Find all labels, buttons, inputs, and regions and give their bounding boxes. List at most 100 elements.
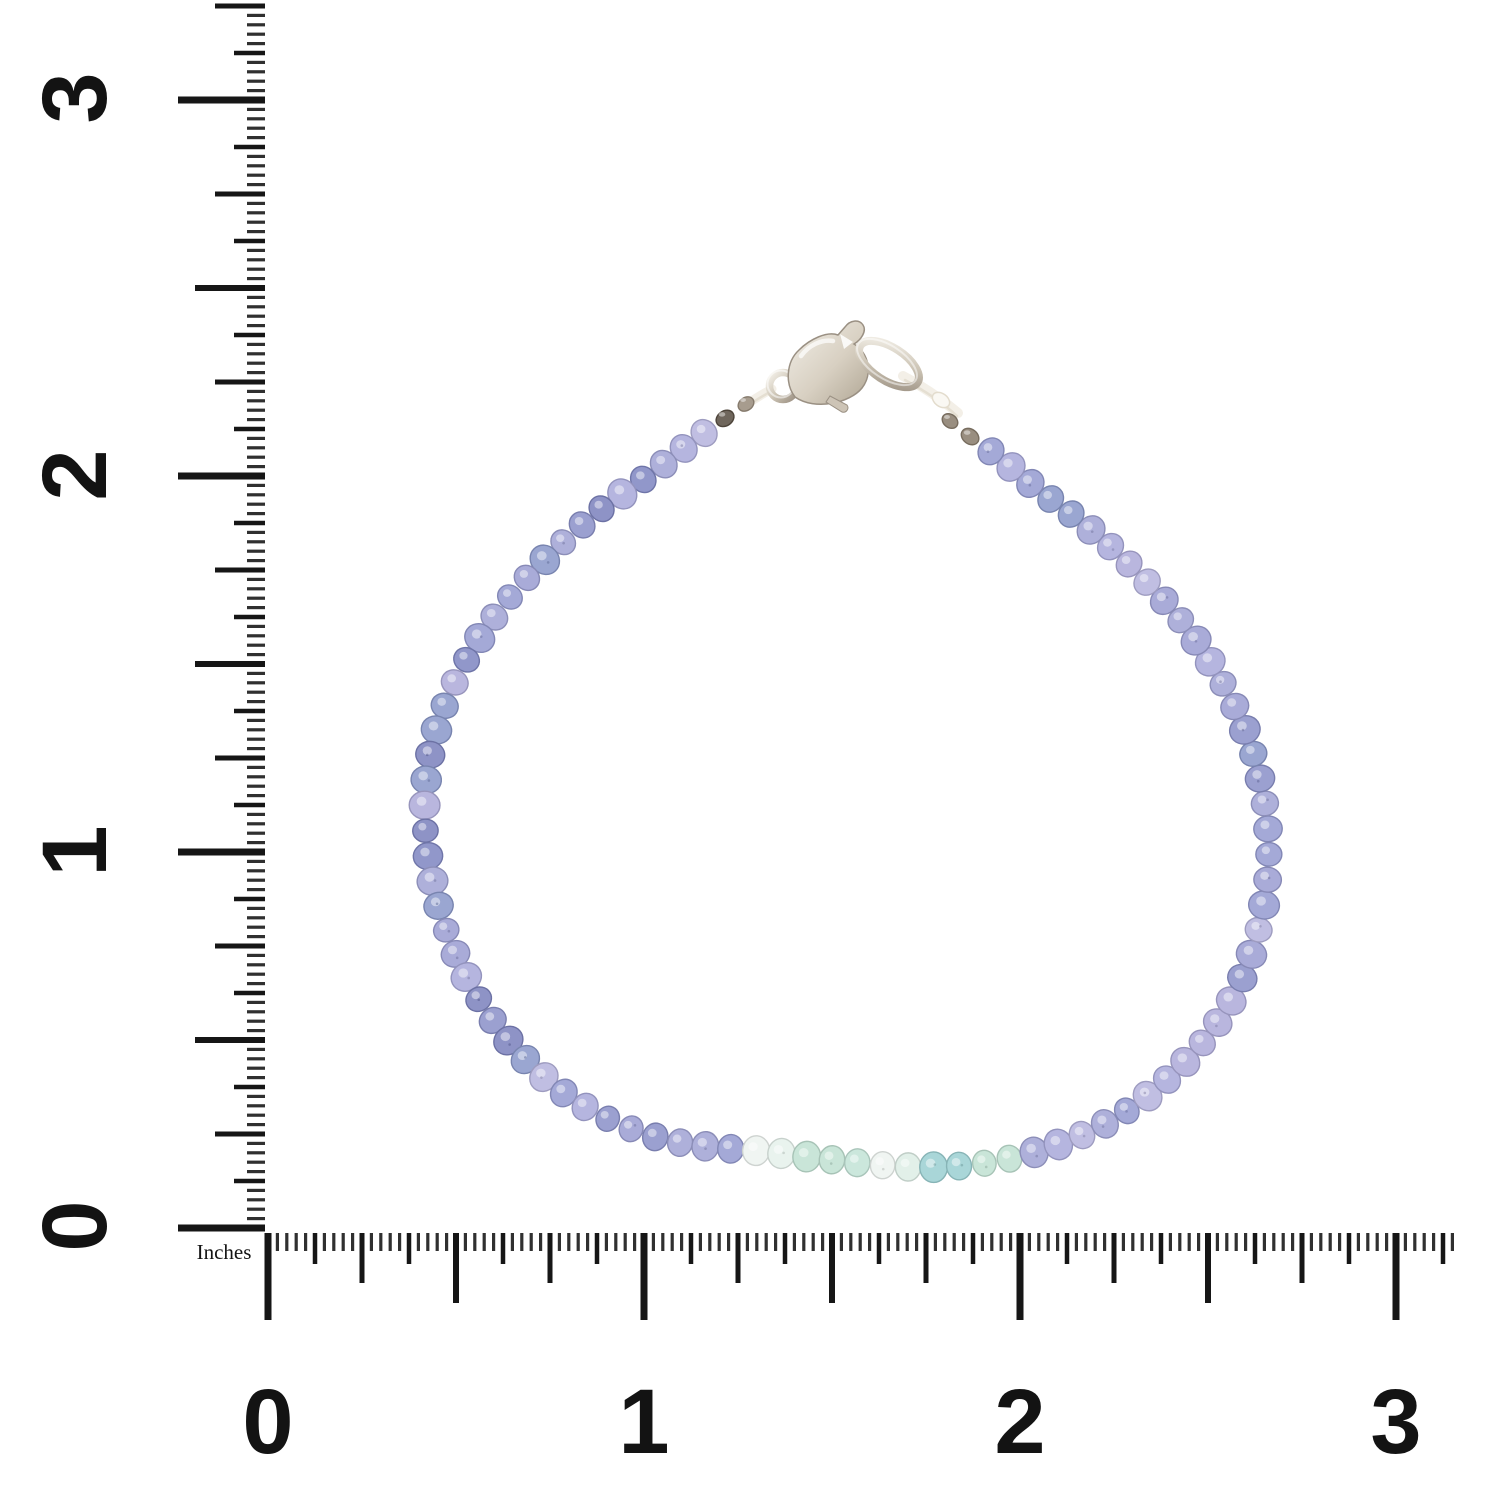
bead-highlight	[422, 746, 432, 755]
v-ruler-tick	[247, 953, 265, 957]
bead-highlight	[1256, 896, 1266, 906]
h-ruler-tick	[539, 1233, 543, 1251]
v-ruler-tick	[247, 1170, 265, 1174]
bead-highlight	[459, 651, 468, 660]
bead-highlight	[485, 1012, 495, 1021]
v-ruler-tick	[247, 747, 265, 751]
h-ruler-tick	[1356, 1233, 1360, 1251]
h-ruler-tick	[1215, 1233, 1219, 1251]
v-ruler-number-3: 3	[23, 72, 126, 124]
bead-highlight	[418, 822, 427, 831]
h-ruler-tick	[1413, 1233, 1417, 1251]
v-ruler-tick	[247, 183, 265, 187]
h-ruler-tick	[312, 1233, 318, 1264]
v-ruler-tick	[247, 643, 265, 647]
bead-highlight	[983, 443, 993, 452]
bead-speckle	[1090, 530, 1094, 533]
h-ruler-tick	[1197, 1233, 1201, 1251]
bead-highlight	[1043, 490, 1052, 500]
h-ruler-tick	[1262, 1233, 1266, 1251]
bead-highlight	[718, 412, 726, 417]
bead-highlight	[556, 1084, 566, 1094]
bead-highlight	[1026, 1143, 1036, 1153]
h-ruler-tick	[379, 1233, 383, 1251]
h-ruler-tick	[1140, 1233, 1144, 1251]
v-ruler-tick	[195, 285, 265, 291]
v-ruler-tick	[215, 567, 265, 573]
bead-highlight	[1002, 1150, 1011, 1159]
v-ruler-tick	[247, 963, 265, 967]
bead-highlight	[1063, 506, 1073, 515]
h-ruler-tick	[980, 1233, 984, 1251]
bead-highlight	[536, 1068, 546, 1078]
horizontal-ruler-ticks	[264, 1233, 1454, 1320]
h-ruler-number-3: 3	[1370, 1370, 1422, 1473]
h-ruler-tick	[1064, 1233, 1070, 1264]
v-ruler-tick	[234, 802, 265, 808]
v-ruler-tick	[247, 201, 265, 205]
v-ruler-tick	[247, 982, 265, 986]
seed-bead	[960, 427, 980, 446]
h-ruler-tick	[1450, 1233, 1454, 1251]
v-ruler-tick	[247, 23, 265, 27]
v-ruler-tick	[247, 812, 265, 816]
bead-speckle	[455, 956, 459, 960]
h-ruler-tick	[1103, 1233, 1107, 1251]
bead-highlight	[647, 1128, 657, 1138]
tanzanite-bead	[440, 669, 469, 696]
h-ruler-tick	[952, 1233, 956, 1251]
v-ruler-tick	[247, 89, 265, 93]
bead-speckle	[523, 1056, 527, 1059]
bead-highlight	[447, 945, 458, 955]
tanzanite-bead	[666, 1128, 694, 1158]
bead-highlight	[428, 721, 439, 731]
bead-highlight	[416, 796, 427, 806]
v-ruler-tick	[247, 765, 265, 769]
bead-highlight	[740, 398, 746, 402]
v-ruler-tick	[247, 869, 265, 873]
bead-speckle	[546, 561, 550, 564]
v-ruler-tick	[234, 238, 265, 244]
bead-highlight	[696, 424, 706, 434]
tanzanite-bead	[496, 584, 523, 610]
h-ruler-tick	[735, 1233, 741, 1283]
h-ruler-tick	[529, 1233, 533, 1251]
v-ruler-tick	[247, 1066, 265, 1070]
v-ruler-tick	[247, 136, 265, 140]
v-ruler-tick	[247, 794, 265, 798]
h-ruler-tick	[1403, 1233, 1407, 1251]
h-ruler-tick	[388, 1233, 392, 1251]
v-ruler-tick	[215, 3, 265, 9]
h-ruler-tick	[445, 1233, 449, 1251]
h-ruler-tick	[453, 1233, 459, 1303]
v-ruler-tick	[247, 418, 265, 422]
tanzanite-bead	[568, 511, 596, 539]
h-ruler-tick	[849, 1233, 853, 1251]
seed-bead	[737, 396, 755, 412]
h-ruler-tick	[1281, 1233, 1285, 1251]
h-ruler-tick	[727, 1233, 731, 1251]
bead-speckle	[680, 444, 684, 447]
h-ruler-tick	[1346, 1233, 1352, 1264]
h-ruler-tick	[1309, 1233, 1313, 1251]
bead-speckle	[1111, 548, 1115, 551]
h-ruler-tick	[1432, 1233, 1436, 1251]
bead-highlight	[672, 1134, 682, 1143]
v-ruler-tick	[215, 755, 265, 761]
bead-strand	[408, 396, 1283, 1184]
bead-highlight	[447, 674, 457, 683]
bead-highlight	[1003, 458, 1013, 468]
bead-highlight	[1261, 846, 1270, 855]
bead-highlight	[517, 1051, 528, 1061]
h-ruler-tick	[670, 1233, 674, 1251]
h-ruler-tick	[1168, 1233, 1172, 1251]
v-ruler-tick	[247, 775, 265, 779]
h-ruler-tick	[1009, 1233, 1013, 1251]
h-ruler-number-0: 0	[242, 1370, 294, 1473]
tanzanite-bead	[1253, 815, 1283, 843]
v-ruler-tick	[247, 906, 265, 910]
bead-highlight	[519, 569, 529, 578]
h-ruler-tick	[943, 1233, 947, 1251]
h-ruler-tick	[633, 1233, 637, 1251]
